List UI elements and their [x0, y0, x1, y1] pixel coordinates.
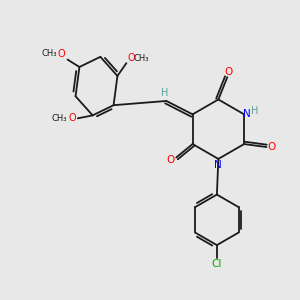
Text: O: O	[128, 53, 135, 63]
Text: O: O	[68, 113, 76, 123]
Text: CH₃: CH₃	[41, 49, 57, 58]
Text: CH₃: CH₃	[134, 54, 149, 63]
Text: O: O	[58, 49, 65, 58]
Text: H: H	[161, 88, 169, 98]
Text: Cl: Cl	[212, 259, 222, 269]
Text: O: O	[225, 67, 233, 77]
Text: O: O	[268, 142, 276, 152]
Text: H: H	[251, 106, 258, 116]
Text: N: N	[243, 109, 251, 119]
Text: CH₃: CH₃	[51, 114, 67, 123]
Text: O: O	[166, 155, 175, 165]
Text: N: N	[214, 160, 222, 170]
